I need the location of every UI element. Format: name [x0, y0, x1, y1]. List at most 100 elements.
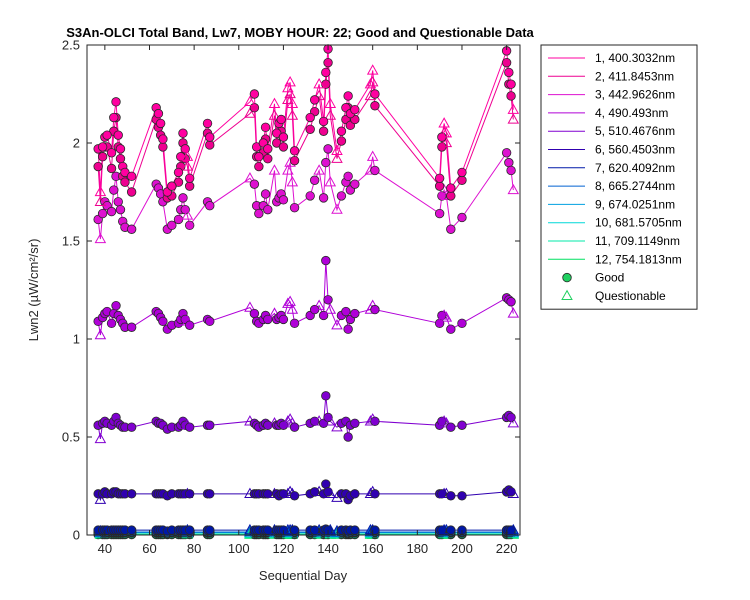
questionable-marker [366, 150, 379, 161]
good-marker [504, 67, 514, 78]
legend-entry-label: Questionable [595, 289, 666, 303]
questionable-marker [286, 303, 299, 314]
good-marker [350, 308, 360, 319]
chart-title: S3An-OLCI Total Band, Lw7, MOBY HOUR: 22… [66, 25, 534, 40]
y-tick-label: 0 [73, 528, 80, 543]
good-marker [336, 191, 347, 201]
good-marker [457, 167, 467, 178]
good-marker [321, 479, 331, 489]
good-marker [278, 195, 289, 205]
y-axis: 0 0.5 1 1.5 2 2.5 [62, 38, 520, 543]
good-marker [318, 193, 329, 203]
good-marker [504, 157, 514, 168]
good-marker [126, 171, 137, 182]
good-marker [370, 489, 380, 499]
good-marker [446, 191, 456, 201]
good-marker [106, 148, 117, 158]
good-marker [336, 126, 347, 136]
good-marker [176, 152, 186, 162]
good-marker [93, 161, 103, 172]
questionable-marker [286, 109, 299, 120]
questionable-marker [331, 144, 343, 155]
good-marker [309, 175, 320, 185]
questionable-marker [507, 417, 520, 428]
questionable-marker [364, 77, 377, 89]
good-marker [249, 308, 260, 319]
good-marker [106, 318, 117, 329]
good-marker [97, 142, 108, 152]
questionable-marker [324, 523, 337, 535]
x-tick-label: 120 [273, 541, 295, 556]
y-tick-label: 2 [73, 136, 80, 151]
good-marker [343, 91, 353, 101]
legend-entry-label: 7, 620.4092nm [595, 161, 675, 175]
x-tick-label: 80 [187, 541, 201, 556]
good-marker [126, 489, 137, 499]
good-marker [289, 422, 300, 432]
questionable-marker [507, 523, 520, 535]
good-marker [321, 391, 331, 401]
good-marker [336, 136, 347, 146]
good-marker [309, 416, 320, 427]
good-marker [350, 525, 360, 535]
good-marker [173, 167, 184, 178]
legend-entry-label: 2, 411.8453nm [595, 69, 674, 83]
good-marker [115, 204, 126, 215]
good-marker [167, 181, 177, 191]
x-axis-label: Sequential Day [259, 568, 348, 583]
good-marker [254, 161, 264, 172]
good-marker [350, 418, 360, 428]
good-marker [341, 306, 351, 317]
good-marker [309, 95, 320, 105]
x-tick-label: 100 [228, 541, 250, 556]
good-marker [446, 491, 456, 501]
questionable-marker [181, 150, 194, 161]
good-marker [457, 420, 467, 430]
good-marker [254, 152, 264, 162]
good-marker [120, 177, 130, 187]
good-marker [321, 157, 331, 168]
good-marker [305, 112, 315, 123]
good-marker [178, 128, 188, 138]
x-tick-label: 140 [317, 541, 339, 556]
good-marker [446, 525, 456, 535]
legend-entry-label: 10, 681.5705nm [595, 216, 682, 230]
good-marker [126, 322, 137, 332]
good-marker [263, 153, 273, 164]
questionable-marker [286, 175, 299, 187]
good-marker [263, 144, 273, 154]
good-marker [205, 132, 215, 142]
questionable-marker [366, 76, 379, 87]
questionable-marker [94, 185, 107, 197]
good-marker [305, 191, 315, 201]
good-marker [263, 525, 273, 535]
good-marker [278, 132, 289, 142]
good-marker [278, 142, 289, 152]
questionable-marker [181, 209, 194, 220]
questionable-marker [366, 64, 379, 75]
good-marker [111, 97, 121, 107]
legend-entry-label: 3, 442.9626nm [595, 88, 675, 102]
questionable-marker [244, 107, 256, 118]
questionable-marker [331, 203, 343, 214]
good-marker [97, 208, 108, 219]
good-marker [446, 183, 456, 193]
good-marker [289, 318, 300, 329]
good-marker [323, 295, 333, 305]
good-marker [276, 114, 286, 125]
y-axis-label: Lwn2 (µW/cm²/sr) [26, 239, 41, 342]
questionable-marker [268, 164, 281, 175]
questionable-marker [282, 164, 294, 175]
questionable-marker [324, 175, 337, 187]
questionable-marker [507, 183, 520, 195]
questionable-marker [507, 487, 520, 498]
good-marker [350, 104, 360, 115]
questionable-marker [268, 97, 281, 108]
good-marker [506, 165, 516, 176]
questionable-marker [284, 76, 296, 87]
good-marker [318, 116, 329, 127]
good-marker [115, 153, 126, 164]
legend-entry-label: 12, 754.1813nm [595, 252, 682, 266]
questionable-marker [324, 415, 337, 426]
